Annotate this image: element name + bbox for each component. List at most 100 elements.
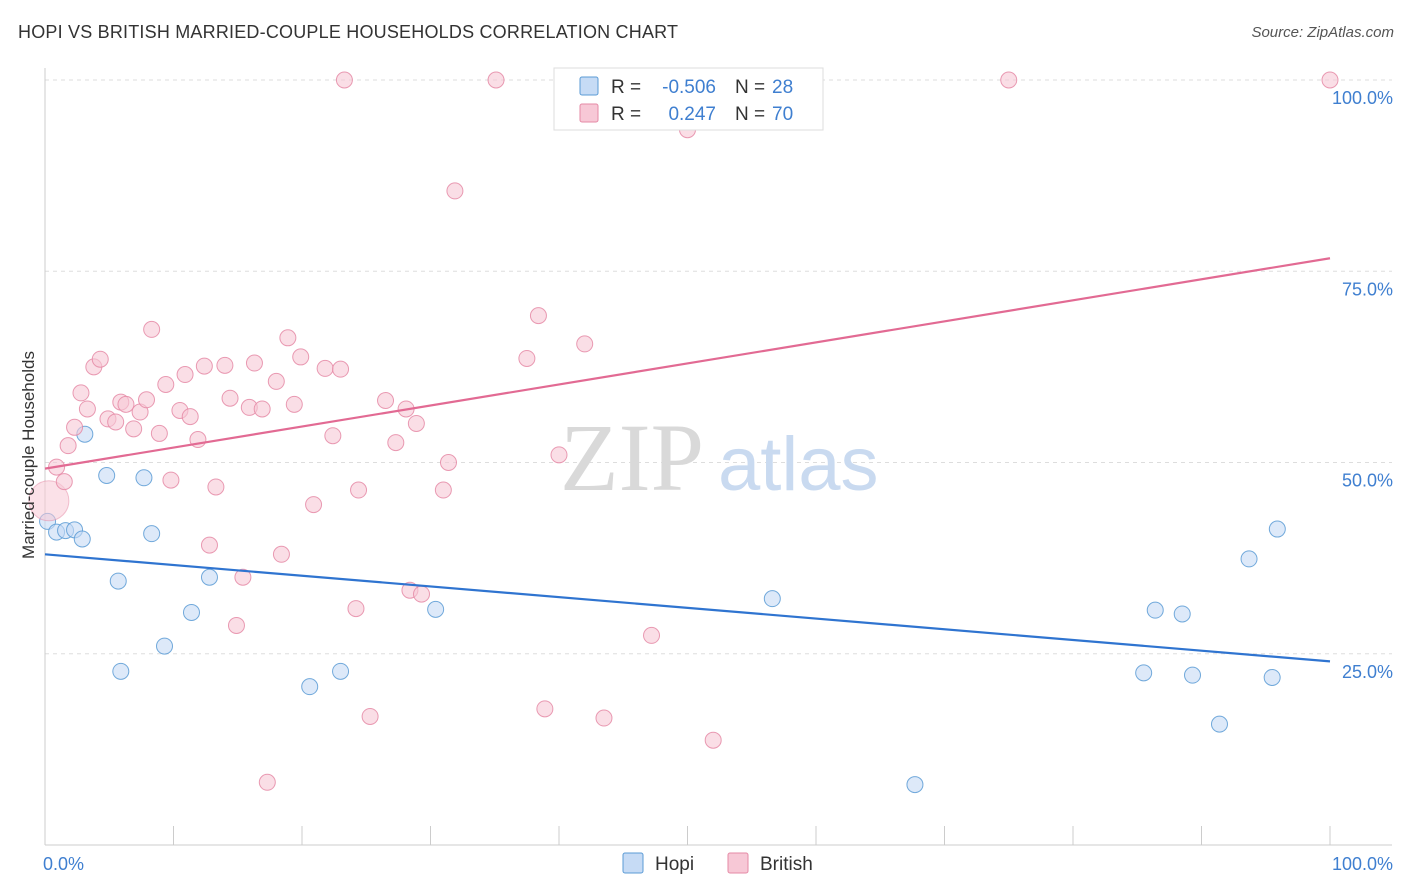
legend-n-value-hopi: 28 (772, 77, 793, 98)
legend-n-value-british: 70 (772, 104, 793, 125)
british-point-60 (536, 700, 554, 718)
legend-r-label-hopi: R = (611, 77, 641, 98)
british-point-39 (292, 348, 310, 366)
legend-r-value-british: 0.247 (668, 104, 716, 125)
hopi-point-17 (763, 590, 781, 608)
british-point-55 (439, 454, 457, 471)
x-tick-label-0: 0.0% (43, 854, 84, 874)
legend: R = -0.506 N = 28 R = 0.247 N = 70 (553, 67, 824, 131)
british-point-30 (234, 568, 252, 586)
british-point-45 (347, 600, 365, 618)
british-point-27 (216, 356, 234, 374)
legend-r-label-british: R = (611, 104, 641, 125)
trend-lines (44, 257, 1331, 663)
series-legend-label-hopi: Hopi (655, 854, 694, 875)
british-point-3 (59, 437, 77, 455)
grid-lines (45, 79, 1392, 655)
british-point-28 (221, 389, 239, 407)
hopi-point-14 (301, 678, 319, 696)
british-point-40 (305, 496, 323, 514)
hopi-point-4 (73, 530, 91, 548)
british-point-33 (253, 400, 271, 418)
british-point-10 (107, 413, 125, 431)
hopi-point-12 (182, 603, 200, 621)
british-point-69 (1321, 71, 1339, 89)
british-point-6 (78, 400, 96, 418)
british-point-13 (125, 420, 143, 438)
hopi-point-6 (98, 467, 116, 485)
legend-n-label-british: N = (735, 104, 765, 125)
legend-n-label-hopi: N = (735, 77, 765, 98)
hopi-point-9 (135, 469, 153, 487)
legend-r-value-hopi: -0.506 (662, 77, 716, 98)
hopi-trend-line (44, 553, 1331, 663)
british-point-22 (181, 408, 199, 426)
hopi-point-16 (427, 600, 445, 618)
british-point-49 (387, 434, 405, 452)
british-point-19 (162, 471, 180, 489)
hopi-point-24 (1240, 550, 1258, 568)
british-trend-line (44, 257, 1331, 470)
british-point-48 (377, 392, 395, 410)
hopi-point-8 (112, 662, 130, 680)
british-point-52 (407, 414, 425, 432)
british-point-46 (350, 481, 368, 499)
british-point-16 (143, 320, 161, 338)
british-point-59 (529, 307, 547, 325)
british-point-62 (576, 335, 594, 353)
legend-box (553, 67, 824, 131)
british-point-2 (55, 473, 73, 491)
british-point-4 (66, 418, 84, 436)
british-point-61 (550, 446, 568, 464)
hopi-point-25 (1263, 668, 1281, 686)
hopi-point-15 (332, 662, 350, 680)
hopi-point-20 (1146, 601, 1164, 619)
british-point-44 (335, 71, 353, 89)
y-tick-label-100: 100.0% (1332, 88, 1393, 108)
british-point-42 (324, 427, 342, 445)
series-legend: Hopi British (622, 852, 813, 875)
british-point-63 (595, 709, 613, 727)
british-point-17 (150, 424, 168, 442)
series-legend-swatch-british (727, 852, 749, 874)
british-point-35 (267, 372, 285, 390)
tick-labels: 25.0% 50.0% 75.0% 100.0% 0.0% 100.0% (43, 88, 1393, 874)
british-point-24 (195, 357, 213, 375)
hopi-point-10 (143, 525, 161, 543)
british-point-34 (258, 773, 276, 791)
y-tick-label-25: 25.0% (1342, 662, 1393, 682)
hopi-point-13 (200, 568, 218, 586)
british-point-67 (704, 731, 722, 749)
y-tick-label-50: 50.0% (1342, 471, 1393, 491)
watermark-zip: ZIP (560, 404, 704, 511)
y-tick-label-75: 75.0% (1342, 279, 1393, 299)
british-point-25 (200, 536, 218, 554)
british-point-54 (434, 481, 452, 499)
british-point-56 (446, 182, 464, 200)
hopi-point-23 (1210, 715, 1228, 733)
british-point-32 (245, 354, 263, 372)
series-legend-swatch-hopi (622, 852, 644, 874)
british-point-68 (1000, 71, 1018, 89)
british-point-43 (332, 360, 350, 378)
legend-swatch-british (579, 103, 599, 123)
british-point-38 (285, 395, 303, 413)
british-point-26 (207, 478, 225, 496)
british-point-15 (138, 391, 156, 409)
legend-swatch-hopi (579, 76, 599, 96)
british-point-0 (28, 480, 70, 522)
y-axis-label: Married-couple Households (19, 351, 38, 559)
british-point-8 (91, 350, 109, 368)
british-point-5 (72, 384, 90, 402)
hopi-point-7 (109, 572, 127, 590)
watermark-atlas: atlas (718, 422, 879, 507)
british-point-41 (316, 359, 334, 377)
british-point-18 (157, 375, 175, 393)
british-point-47 (361, 707, 379, 725)
british-point-29 (227, 616, 245, 634)
british-point-53 (413, 585, 431, 603)
source-credit: Source: ZipAtlas.com (1251, 24, 1394, 41)
data-points (28, 71, 1339, 794)
british-point-21 (176, 366, 194, 384)
